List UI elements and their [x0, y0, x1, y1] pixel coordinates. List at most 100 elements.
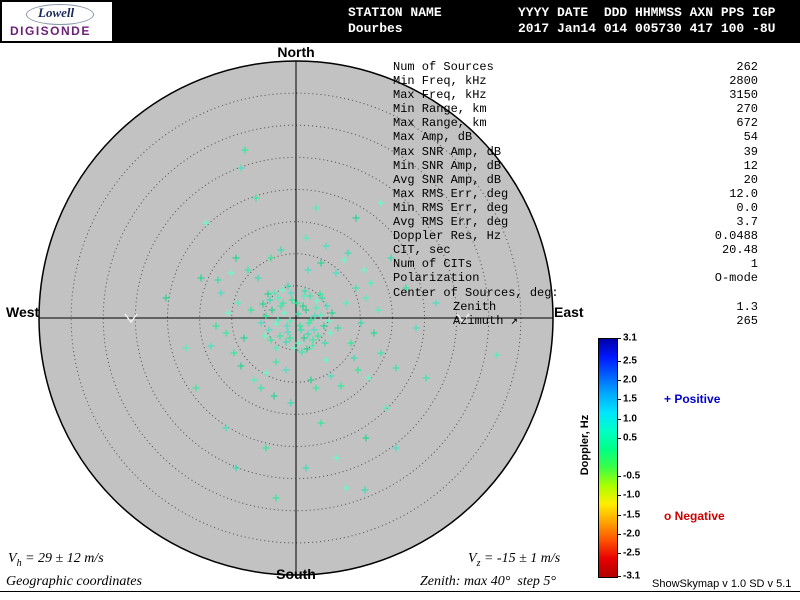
stats-value: 3.7	[736, 215, 758, 230]
source-point	[294, 310, 302, 318]
source-point	[247, 306, 255, 314]
source-point	[334, 324, 342, 332]
stats-label: Num of Sources	[393, 60, 494, 74]
stats-value: 270	[736, 102, 758, 117]
stats-row: Max Range, km 672	[393, 116, 758, 130]
source-point	[234, 299, 242, 307]
source-point	[306, 292, 314, 300]
source-point	[224, 309, 232, 317]
stats-label: Min Freq, kHz	[393, 74, 487, 89]
stats-label: Zenith	[453, 299, 497, 314]
compass-west-label: West	[6, 304, 40, 320]
source-point	[241, 146, 249, 154]
source-point	[387, 254, 395, 262]
source-point	[222, 329, 230, 337]
source-point	[182, 344, 190, 352]
colorbar-tick-mark	[617, 514, 621, 516]
compass-south-label: South	[276, 566, 316, 582]
vz-value: = -15 ± 1 m/s	[480, 551, 561, 566]
source-point	[317, 419, 325, 427]
source-point	[360, 266, 368, 274]
source-point	[202, 219, 210, 227]
source-point	[284, 328, 292, 336]
colorbar-tick-label: 3.1	[623, 332, 637, 344]
source-point	[332, 269, 340, 277]
colorbar-title: Doppler, Hz	[579, 414, 591, 476]
source-point	[232, 464, 240, 472]
stats-label: Avg SNR Amp, dB	[393, 172, 502, 187]
legend-negative: o Negative	[664, 509, 725, 523]
source-point	[262, 312, 270, 320]
source-point	[382, 404, 390, 412]
stats-label: Doppler Res, Hz	[393, 229, 502, 244]
source-point	[240, 334, 248, 342]
stats-row: Num of Sources 262	[393, 60, 758, 74]
source-point	[272, 494, 280, 502]
stats-value: 672	[736, 116, 758, 131]
logo-lowell-text: Lowell	[38, 5, 75, 20]
stats-label: Polarization	[393, 271, 480, 286]
source-point	[493, 351, 501, 359]
axis-chevron-marker	[456, 313, 470, 324]
source-point	[293, 299, 301, 307]
source-point	[374, 306, 382, 314]
stats-label: Max SNR Amp, dB	[393, 144, 502, 159]
vertical-velocity-label: Vz = -15 ± 1 m/s	[468, 551, 560, 569]
colorbar-tick-mark	[617, 380, 621, 382]
source-point	[262, 369, 270, 377]
compass-east-label: East	[554, 304, 584, 320]
source-point	[377, 349, 385, 357]
stats-row: Min SNR Amp, dB 12	[393, 159, 758, 173]
stats-row: Zenith 1.3	[393, 300, 758, 314]
colorbar-tick-label: -2.5	[623, 547, 641, 559]
source-point	[308, 342, 316, 350]
source-point	[354, 366, 362, 374]
source-point	[277, 246, 285, 254]
source-point	[309, 336, 317, 344]
source-point	[250, 376, 258, 384]
stats-value: 12.0	[729, 186, 758, 201]
colorbar-tick-label: -3.1	[623, 570, 641, 582]
source-point	[267, 336, 275, 344]
source-point	[279, 299, 287, 307]
stats-label: Max Amp, dB	[393, 130, 473, 145]
source-point	[280, 309, 288, 317]
colorbar-tick-mark	[617, 338, 621, 339]
doppler-colorbar	[598, 338, 618, 578]
source-point	[361, 486, 369, 494]
colorbar-tick-label: 2.0	[623, 374, 637, 386]
colorbar-tick-label: -2.0	[623, 528, 641, 540]
colorbar-tick-label: -1.0	[623, 489, 641, 501]
source-point	[282, 366, 290, 374]
source-point	[162, 294, 170, 302]
source-point	[296, 322, 304, 330]
skymap-outer-circle	[38, 60, 554, 576]
stats-row: Azimuth ↗ 265	[393, 314, 758, 328]
source-point	[362, 434, 370, 442]
source-point	[322, 242, 330, 250]
source-point	[300, 292, 308, 300]
source-point	[272, 358, 280, 366]
source-point	[320, 322, 328, 330]
source-point	[312, 204, 320, 212]
source-point	[311, 312, 319, 320]
stats-rows: Num of Sources 262 Min Freq, kHz 2800 Max Fr…	[393, 60, 758, 328]
vh-subscript: h	[16, 557, 22, 569]
source-point	[303, 345, 311, 353]
source-point	[237, 164, 245, 172]
colorbar-tick-label: 2.5	[623, 355, 637, 367]
stats-value: 3150	[729, 88, 758, 103]
source-point	[317, 311, 325, 319]
colorbar-tick-mark	[617, 552, 621, 554]
stats-row: Max Freq, kHz 3150	[393, 88, 758, 102]
vh-value: = 29 ± 12 m/s	[21, 551, 104, 566]
source-point	[262, 444, 270, 452]
stats-panel: Num of Sources 262 Min Freq, kHz 2800 Max Fr…	[393, 60, 758, 328]
source-point	[317, 259, 325, 267]
stats-row: CIT, sec 20.48	[393, 243, 758, 257]
source-point	[212, 322, 220, 330]
stats-row: Max Amp, dB 54	[393, 130, 758, 144]
source-point	[287, 289, 295, 297]
